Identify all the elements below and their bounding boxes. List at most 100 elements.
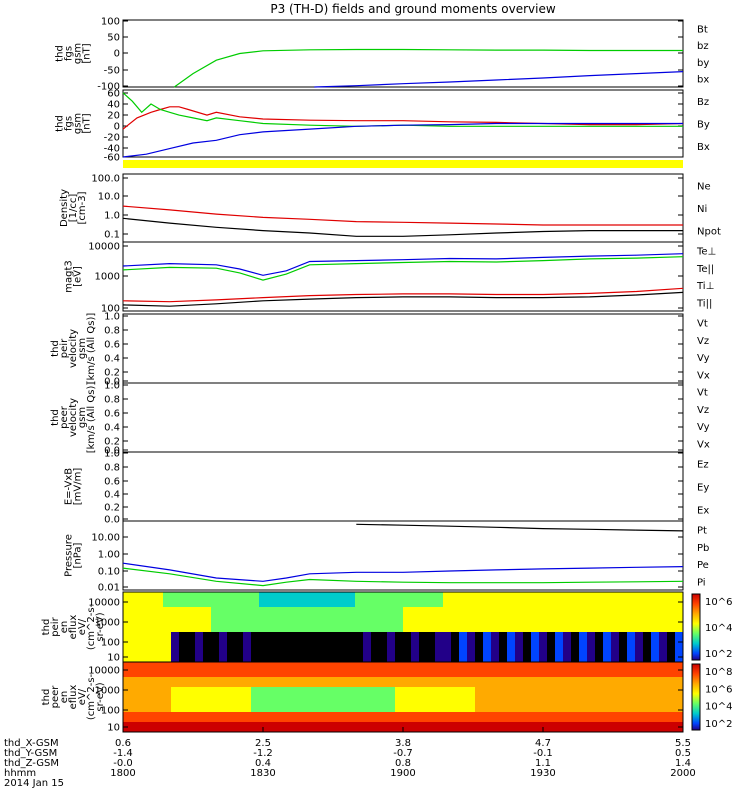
spectrogram-cell [323, 597, 332, 603]
spectrogram-cell [467, 712, 476, 718]
spectrogram-cell [523, 727, 532, 733]
spectrogram-cell [395, 717, 404, 723]
spectrogram-cell [395, 642, 404, 648]
spectrogram-cell [259, 597, 268, 603]
spectrogram-cell [603, 692, 612, 698]
spectrogram-cell [523, 632, 532, 638]
spectrogram-cell [155, 677, 164, 683]
spectrogram-cell [507, 697, 516, 703]
spectrogram-cell [627, 707, 636, 713]
spectrogram-cell [451, 677, 460, 683]
spectrogram-cell [283, 687, 292, 693]
spectrogram-cell [155, 712, 164, 718]
spectrogram-cell [675, 652, 684, 658]
spectrogram-cell [587, 722, 596, 728]
spectrogram-cell [619, 657, 628, 663]
spectrogram-cell [531, 697, 540, 703]
spectrogram-cell [363, 592, 372, 598]
spectrogram-cell [371, 592, 380, 598]
spectrogram-cell [611, 707, 620, 713]
spectrogram-cell [379, 707, 388, 713]
spectrogram-cell [483, 642, 492, 648]
colorbar: 10^610^410^2 [691, 593, 732, 661]
spectrogram-cell [227, 712, 236, 718]
spectrogram-cell [163, 687, 172, 693]
spectrogram-cell [395, 627, 404, 633]
spectrogram-cell [347, 592, 356, 598]
spectrogram-cell [451, 652, 460, 658]
spectrogram-cell [387, 627, 396, 633]
spectrogram-cell [339, 622, 348, 628]
spectrogram-cell [411, 592, 420, 598]
spectrogram-cell [643, 692, 652, 698]
spectrogram-cell [195, 682, 204, 688]
spectrogram-cell [323, 602, 332, 608]
y-axis-label: [km/s (All Qs)] [86, 382, 97, 454]
spectrogram-cell [323, 677, 332, 683]
spectrogram-cell [619, 652, 628, 658]
spectrogram-cell [459, 717, 468, 723]
spectrogram-cell [531, 722, 540, 728]
spectrogram-cell [147, 722, 156, 728]
spectrogram-cell [587, 597, 596, 603]
spectrogram-cell [139, 612, 148, 618]
spectrogram-cell [459, 622, 468, 628]
spectrogram-cell [419, 602, 428, 608]
spectrogram-cell [259, 722, 268, 728]
spectrogram-cell [179, 692, 188, 698]
y-axis-label: fgs [64, 46, 75, 61]
spectrogram-cell [131, 662, 140, 668]
spectrogram-cell [563, 672, 572, 678]
spectrogram-cell [403, 687, 412, 693]
spectrogram-cell [363, 652, 372, 658]
spectrogram-cell [155, 667, 164, 673]
spectrogram-cell [531, 627, 540, 633]
spectrogram-cell [555, 682, 564, 688]
spectrogram-cell [579, 642, 588, 648]
spectrogram-cell [483, 597, 492, 603]
spectrogram-cell [459, 647, 468, 653]
spectrogram-cell [571, 637, 580, 643]
spectrogram-cell [331, 717, 340, 723]
spectrogram-cell [507, 627, 516, 633]
spectrogram-cell [267, 682, 276, 688]
spectrogram-cell [635, 682, 644, 688]
spectrogram-cell [147, 642, 156, 648]
spectrogram-cell [467, 672, 476, 678]
spectrogram-cell [203, 722, 212, 728]
spectrogram-cell [283, 712, 292, 718]
spectrogram-cell [507, 702, 516, 708]
spectrogram-cell [651, 702, 660, 708]
spectrogram-cell [155, 627, 164, 633]
x-tick-label: 1.4 [675, 758, 691, 769]
spectrogram-cell [203, 607, 212, 613]
spectrogram-cell [155, 717, 164, 723]
spectrogram-cell [651, 697, 660, 703]
spectrogram-cell [491, 632, 500, 638]
spectrogram-cell [307, 662, 316, 668]
spectrogram-cell [243, 667, 252, 673]
spectrogram-cell [283, 627, 292, 633]
spectrogram-cell [243, 697, 252, 703]
y-axis-label: peir [50, 616, 61, 636]
spectrogram-cell [155, 647, 164, 653]
spectrogram-cell [547, 727, 556, 733]
spectrogram-cell [243, 627, 252, 633]
spectrogram-cell [667, 607, 676, 613]
spectrogram-cell [603, 637, 612, 643]
spectrogram-cell [259, 652, 268, 658]
spectrogram-cell [139, 692, 148, 698]
spectrogram-cell [435, 712, 444, 718]
spectrogram-cell [451, 612, 460, 618]
spectrogram-cell [603, 602, 612, 608]
spectrogram-cell [267, 637, 276, 643]
spectrogram-cell [267, 727, 276, 733]
spectrogram-cell [307, 692, 316, 698]
spectrogram-cell [371, 727, 380, 733]
spectrogram-cell [411, 692, 420, 698]
spectrogram-cell [203, 652, 212, 658]
spectrogram-cell [227, 687, 236, 693]
spectrogram-cell [147, 602, 156, 608]
spectrogram-cell [251, 652, 260, 658]
spectrogram-cell [451, 592, 460, 598]
